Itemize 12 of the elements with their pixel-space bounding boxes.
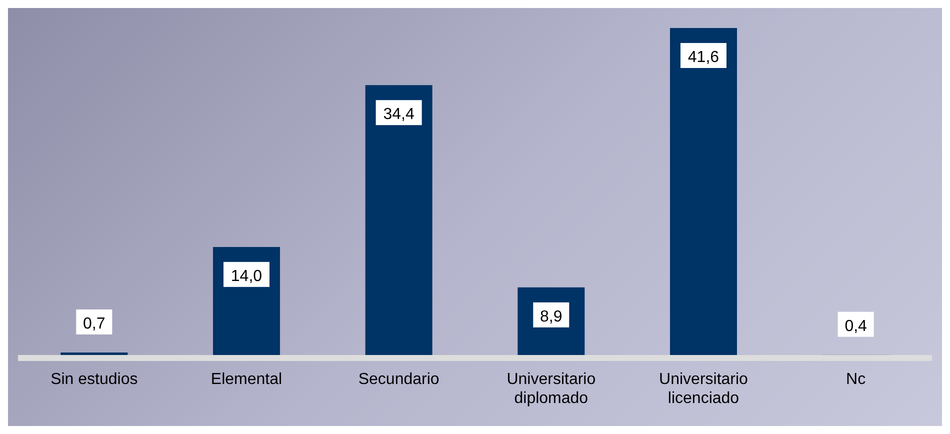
data-label: 8,9 [540,308,562,326]
x-tick-label: Elemental [210,371,282,388]
data-label: 41,6 [688,49,720,66]
x-tick-label: Secundario [358,371,440,388]
x-tick-label: Sin estudios [50,371,138,388]
x-tick-label: Nc [846,371,866,388]
x-tick-label: Universitario licenciado [659,371,748,407]
data-label: 0,7 [83,315,106,332]
data-label: 34,4 [383,106,414,124]
x-tick-label: Universitario diplomado [506,371,596,407]
data-label: 14,0 [230,268,262,285]
data-label: 0,4 [844,318,868,335]
